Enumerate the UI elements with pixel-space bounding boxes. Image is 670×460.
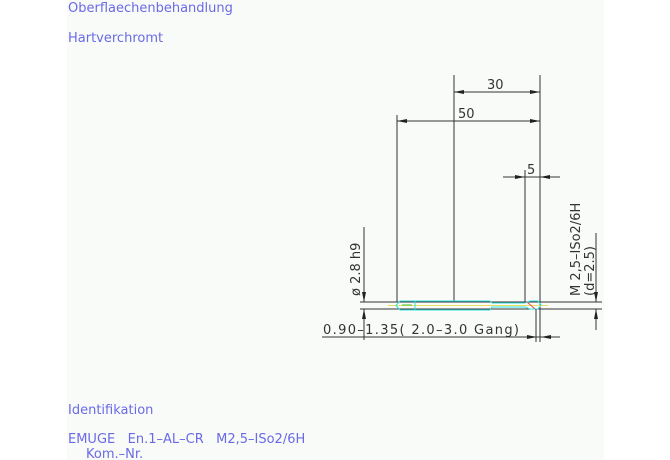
chamfer-text: 0.90–1.35( 2.0–3.0 Gang) [323, 323, 519, 338]
tool-outline [395, 300, 542, 311]
ident-label: Identifikation [68, 403, 153, 418]
tap-tool [388, 300, 548, 311]
drawing-sheet [67, 0, 604, 460]
surface-value: Hartverchromt [68, 31, 163, 46]
thread-mark [526, 301, 536, 310]
diameter-text: ø 2.8 h9 [349, 243, 364, 296]
thread-d-text: (d=2.5) [583, 246, 598, 296]
dimension-50-text: 50 [458, 107, 475, 122]
thread-text: M 2,5–ISo2/6H [569, 203, 584, 296]
dimension-5-text: 5 [527, 163, 535, 178]
ident-value: EMUGE En.1–AL–CR M2,5–ISo2/6H [68, 432, 305, 447]
surface-label: Oberflaechenbehandlung [68, 1, 233, 16]
dimension-30-text: 30 [487, 78, 504, 93]
kom-label: Kom.–Nr. [86, 447, 143, 460]
